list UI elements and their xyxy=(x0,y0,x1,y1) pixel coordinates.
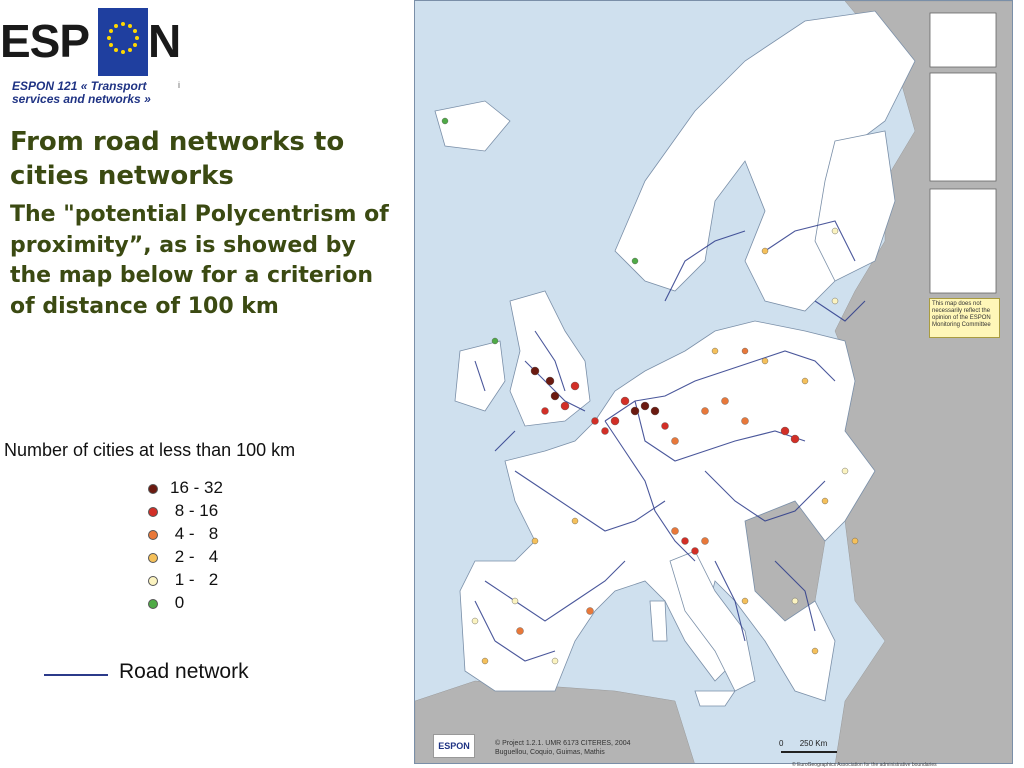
legend-label: 2 - 4 xyxy=(170,547,219,566)
legend-dot-icon xyxy=(148,484,158,494)
europe-map: This map does not necessarily reflect th… xyxy=(414,0,1013,764)
legend-label: 1 - 2 xyxy=(170,570,219,589)
legend-dot-icon xyxy=(148,553,158,563)
map-disclaimer: This map does not necessarily reflect th… xyxy=(929,298,1000,338)
copyright-note: © EuroGeographics Association for the ad… xyxy=(792,762,937,768)
scale-bar xyxy=(781,751,837,753)
scale-zero: 0 xyxy=(779,739,784,748)
legend-item: 16 - 32 xyxy=(146,478,266,501)
legend-label: 4 - 8 xyxy=(170,524,219,543)
legend-item: 0 xyxy=(146,593,266,616)
espon-logo-text-end: N xyxy=(148,15,181,67)
espon-logo: ESP N xyxy=(0,8,185,80)
eu-flag-icon xyxy=(98,8,148,76)
page-title: From road networks to cities networks xyxy=(10,127,345,191)
map-credits: © Project 1.2.1. UMR 6173 CITERES, 2004 … xyxy=(495,739,631,757)
scale-label: 0 250 Km xyxy=(779,739,827,748)
description-text: The "potential Polycentrism of proximity… xyxy=(10,202,389,319)
legend-title: Number of cities at less than 100 km xyxy=(4,440,296,460)
legend-dot-icon xyxy=(148,530,158,540)
legend-item: 2 - 4 xyxy=(146,547,266,570)
legend-item: 4 - 8 xyxy=(146,524,266,547)
legend-dot-icon xyxy=(148,507,158,517)
legend-label: 8 - 16 xyxy=(170,501,219,520)
map-canvas xyxy=(415,1,1012,763)
project-subtitle: ESPON 121 « Transport services and netwo… xyxy=(12,79,151,106)
legend-label: 0 xyxy=(170,593,185,612)
credits-line-1: © Project 1.2.1. UMR 6173 CITERES, 2004 xyxy=(495,740,631,747)
legend-item: 8 - 16 xyxy=(146,501,266,524)
map-espon-logo: ESPON xyxy=(433,734,475,758)
legend: 16 - 32 8 - 16 4 - 8 2 - 4 1 - 2 0 xyxy=(146,478,266,616)
legend-dot-icon xyxy=(148,576,158,586)
legend-label: 16 - 32 xyxy=(170,478,223,497)
espon-logo-text: ESP xyxy=(0,15,90,67)
road-network-line-icon xyxy=(44,674,108,676)
road-network-label: Road network xyxy=(119,660,249,683)
legend-dot-icon xyxy=(148,599,158,609)
small-mark: i xyxy=(178,80,180,90)
legend-item: 1 - 2 xyxy=(146,570,266,593)
scale-distance: 250 Km xyxy=(799,739,828,748)
credits-line-2: Buguellou, Coquio, Guimas, Mathis xyxy=(495,749,605,756)
